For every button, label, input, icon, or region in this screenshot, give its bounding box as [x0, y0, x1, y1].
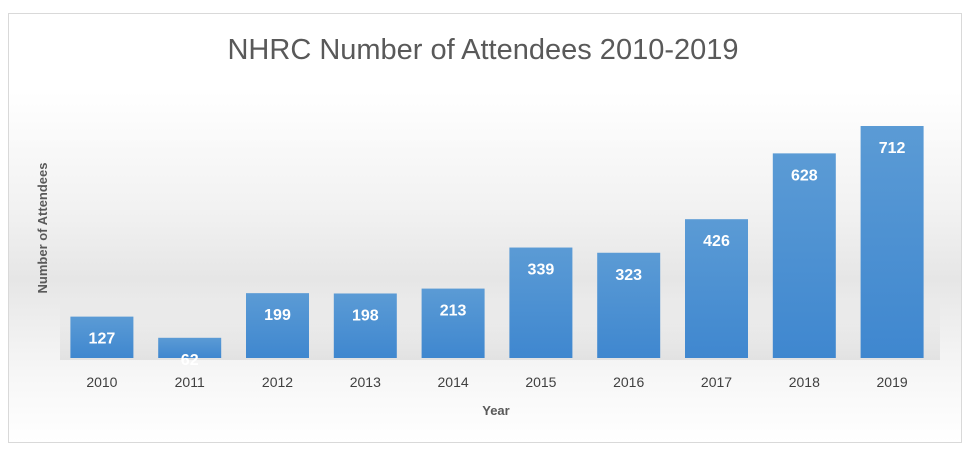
x-tick-label-2015: 2015 — [525, 374, 556, 390]
x-tick-label-2012: 2012 — [262, 374, 293, 390]
data-label-2016: 323 — [615, 267, 642, 284]
data-label-2013: 198 — [352, 307, 379, 324]
x-tick-label-2019: 2019 — [877, 374, 908, 390]
data-label-2010: 127 — [89, 331, 116, 348]
bar-2010 — [70, 316, 134, 358]
bar-2016 — [597, 252, 661, 358]
x-tick-label-2014: 2014 — [438, 374, 469, 390]
bar-2018 — [772, 153, 836, 358]
x-axis-title: Year — [482, 403, 509, 418]
bar-series: 127 2010 62 2011 199 2012 198 2013 213 2014 339 201… — [70, 126, 924, 390]
bar-2017 — [685, 219, 748, 358]
y-axis-title: Number of Attendees — [35, 163, 50, 294]
bar-2012 — [246, 293, 309, 358]
bar-2011 — [158, 337, 222, 358]
data-label-2015: 339 — [528, 262, 555, 279]
x-tick-label-2010: 2010 — [86, 374, 117, 390]
x-tick-label-2016: 2016 — [613, 374, 644, 390]
bar-2015 — [509, 247, 573, 358]
x-tick-label-2013: 2013 — [350, 374, 381, 390]
data-label-2019: 712 — [879, 140, 906, 157]
chart-title: NHRC Number of Attendees 2010-2019 — [227, 34, 738, 66]
data-label-2014: 213 — [440, 303, 467, 320]
bar-2014 — [421, 288, 485, 358]
x-tick-label-2017: 2017 — [701, 374, 732, 390]
bar-2019 — [860, 126, 924, 358]
x-tick-label-2011: 2011 — [175, 374, 205, 390]
x-tick-label-2018: 2018 — [789, 374, 820, 390]
data-label-2011: 62 — [181, 352, 199, 369]
data-label-2017: 426 — [703, 233, 730, 250]
bar-2013 — [333, 293, 397, 358]
data-label-2012: 199 — [264, 307, 291, 324]
data-label-2018: 628 — [791, 167, 818, 184]
